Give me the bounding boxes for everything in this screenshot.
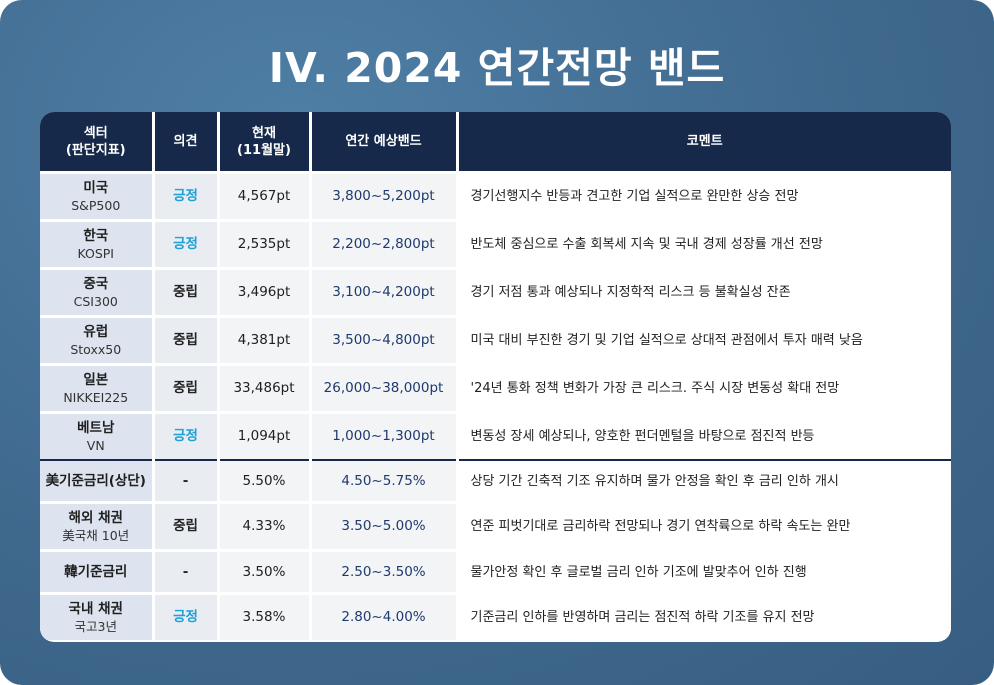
band-value: 3,800~5,200pt [310,171,459,221]
opinion-cell: 중립 [153,363,220,413]
opinion-cell: 긍정 [153,411,220,460]
sector-name: 미국 [83,179,109,196]
band-value: 1,000~1,300pt [310,411,459,460]
band-value: 3,500~4,800pt [310,315,459,365]
header-sector-line1: 섹터 [83,125,108,141]
sector-cell: 韓기준금리 [40,549,155,594]
current-value: 5.50% [218,459,312,503]
table-row: 해외 채권 美국채 10년 중립 4.33% 3.50~5.00% 연준 피벗기대… [40,501,951,551]
sector-indicator: VN [86,437,105,453]
header-current-line1: 현재 [252,125,276,141]
sector-indicator: NIKKEI225 [63,389,129,405]
band-value: 3,100~4,200pt [310,267,459,317]
band-value: 4.50~5.75% [310,459,459,503]
header-current-line2: (11월말) [237,142,291,158]
opinion-cell: 긍정 [153,219,220,269]
band-value: 26,000~38,000pt [310,363,459,413]
current-value: 33,486pt [218,363,312,413]
comment-cell: 반도체 중심으로 수출 회복세 지속 및 국내 경제 성장률 개선 전망 [457,219,951,269]
opinion-cell: 중립 [153,501,220,551]
sector-cell: 유럽 Stoxx50 [40,315,155,365]
sector-cell: 중국 CSI300 [40,267,155,317]
opinion-cell: 중립 [153,267,220,317]
opinion-cell: 긍정 [153,592,220,640]
sector-name: 유럽 [83,323,109,340]
outlook-table: 섹터 (판단지표) 의견 현재 (11월말) 연간 예상밴드 코멘트 미국 S&P50… [40,112,951,640]
comment-cell: 상당 기간 긴축적 기조 유지하며 물가 안정을 확인 후 금리 인하 개시 [457,459,951,503]
sector-cell: 한국 KOSPI [40,219,155,269]
table-row: 유럽 Stoxx50 중립 4,381pt 3,500~4,800pt 미국 대비… [40,315,951,365]
sector-name: 美기준금리(상단) [45,472,146,489]
header-comment: 코멘트 [457,112,951,173]
opinion-cell: 중립 [153,315,220,365]
table-row: 베트남 VN 긍정 1,094pt 1,000~1,300pt 변동성 장세 예상… [40,411,951,460]
comment-cell: 변동성 장세 예상되나, 양호한 펀더멘털을 바탕으로 점진적 반등 [457,411,951,460]
table-row: 韓기준금리 - 3.50% 2.50~3.50% 물가안정 확인 후 글로벌 금… [40,549,951,594]
sector-cell: 해외 채권 美국채 10년 [40,501,155,551]
opinion-cell: - [153,549,220,594]
current-value: 1,094pt [218,411,312,460]
header-sector: 섹터 (판단지표) [40,112,155,173]
sector-name: 베트남 [77,419,115,436]
comment-cell: 기준금리 인하를 반영하며 금리는 점진적 하락 기조를 유지 전망 [457,592,951,640]
table-row: 일본 NIKKEI225 중립 33,486pt 26,000~38,000pt … [40,363,951,413]
sector-indicator: Stoxx50 [70,341,122,357]
sector-indicator: 美국채 10년 [62,527,130,543]
band-value: 2.50~3.50% [310,549,459,594]
sector-indicator: KOSPI [77,245,114,261]
band-value: 2.80~4.00% [310,592,459,640]
sector-cell: 베트남 VN [40,411,155,460]
outlook-table-panel: 섹터 (판단지표) 의견 현재 (11월말) 연간 예상밴드 코멘트 미국 S&P50… [40,112,951,642]
current-value: 2,535pt [218,219,312,269]
current-value: 4,381pt [218,315,312,365]
band-value: 3.50~5.00% [310,501,459,551]
band-value: 2,200~2,800pt [310,219,459,269]
comment-cell: 경기 저점 통과 예상되나 지정학적 리스크 등 불확실성 잔존 [457,267,951,317]
opinion-cell: 긍정 [153,171,220,221]
header-sector-line2: (판단지표) [65,142,126,158]
current-value: 3,496pt [218,267,312,317]
table-row: 중국 CSI300 중립 3,496pt 3,100~4,200pt 경기 저점 … [40,267,951,317]
table-row: 국내 채권 국고3년 긍정 3.58% 2.80~4.00% 기준금리 인하를 반… [40,592,951,640]
sector-indicator: 국고3년 [74,618,117,634]
comment-cell: 연준 피벗기대로 금리하락 전망되나 경기 연착륙으로 하락 속도는 완만 [457,501,951,551]
sector-cell: 미국 S&P500 [40,171,155,221]
sector-cell: 일본 NIKKEI225 [40,363,155,413]
opinion-cell: - [153,459,220,503]
table-row: 美기준금리(상단) - 5.50% 4.50~5.75% 상당 기간 긴축적 기… [40,459,951,503]
comment-cell: 미국 대비 부진한 경기 및 기업 실적으로 상대적 관점에서 투자 매력 낮음 [457,315,951,365]
sector-name: 해외 채권 [68,509,123,526]
table-row: 미국 S&P500 긍정 4,567pt 3,800~5,200pt 경기선행지수… [40,171,951,221]
table-row: 한국 KOSPI 긍정 2,535pt 2,200~2,800pt 반도체 중심으… [40,219,951,269]
sector-name: 일본 [83,371,109,388]
header-opinion: 의견 [153,112,220,173]
current-value: 3.58% [218,592,312,640]
sector-indicator: CSI300 [73,293,118,309]
sector-cell: 국내 채권 국고3년 [40,592,155,640]
header-band: 연간 예상밴드 [310,112,459,173]
comment-cell: 물가안정 확인 후 글로벌 금리 인하 기조에 발맞추어 인하 진행 [457,549,951,594]
current-value: 3.50% [218,549,312,594]
sector-name: 韓기준금리 [64,563,128,580]
page-title: IV. 2024 연간전망 밴드 [268,44,726,92]
comment-cell: 경기선행지수 반등과 견고한 기업 실적으로 완만한 상승 전망 [457,171,951,221]
table-header-row: 섹터 (판단지표) 의견 현재 (11월말) 연간 예상밴드 코멘트 [40,112,951,173]
sector-cell: 美기준금리(상단) [40,459,155,503]
sector-name: 중국 [83,275,109,292]
comment-cell: '24년 통화 정책 변화가 가장 큰 리스크. 주식 시장 변동성 확대 전망 [457,363,951,413]
sector-name: 한국 [83,227,109,244]
current-value: 4,567pt [218,171,312,221]
sector-indicator: S&P500 [71,197,121,213]
current-value: 4.33% [218,501,312,551]
sector-name: 국내 채권 [68,600,123,617]
header-current: 현재 (11월말) [218,112,312,173]
